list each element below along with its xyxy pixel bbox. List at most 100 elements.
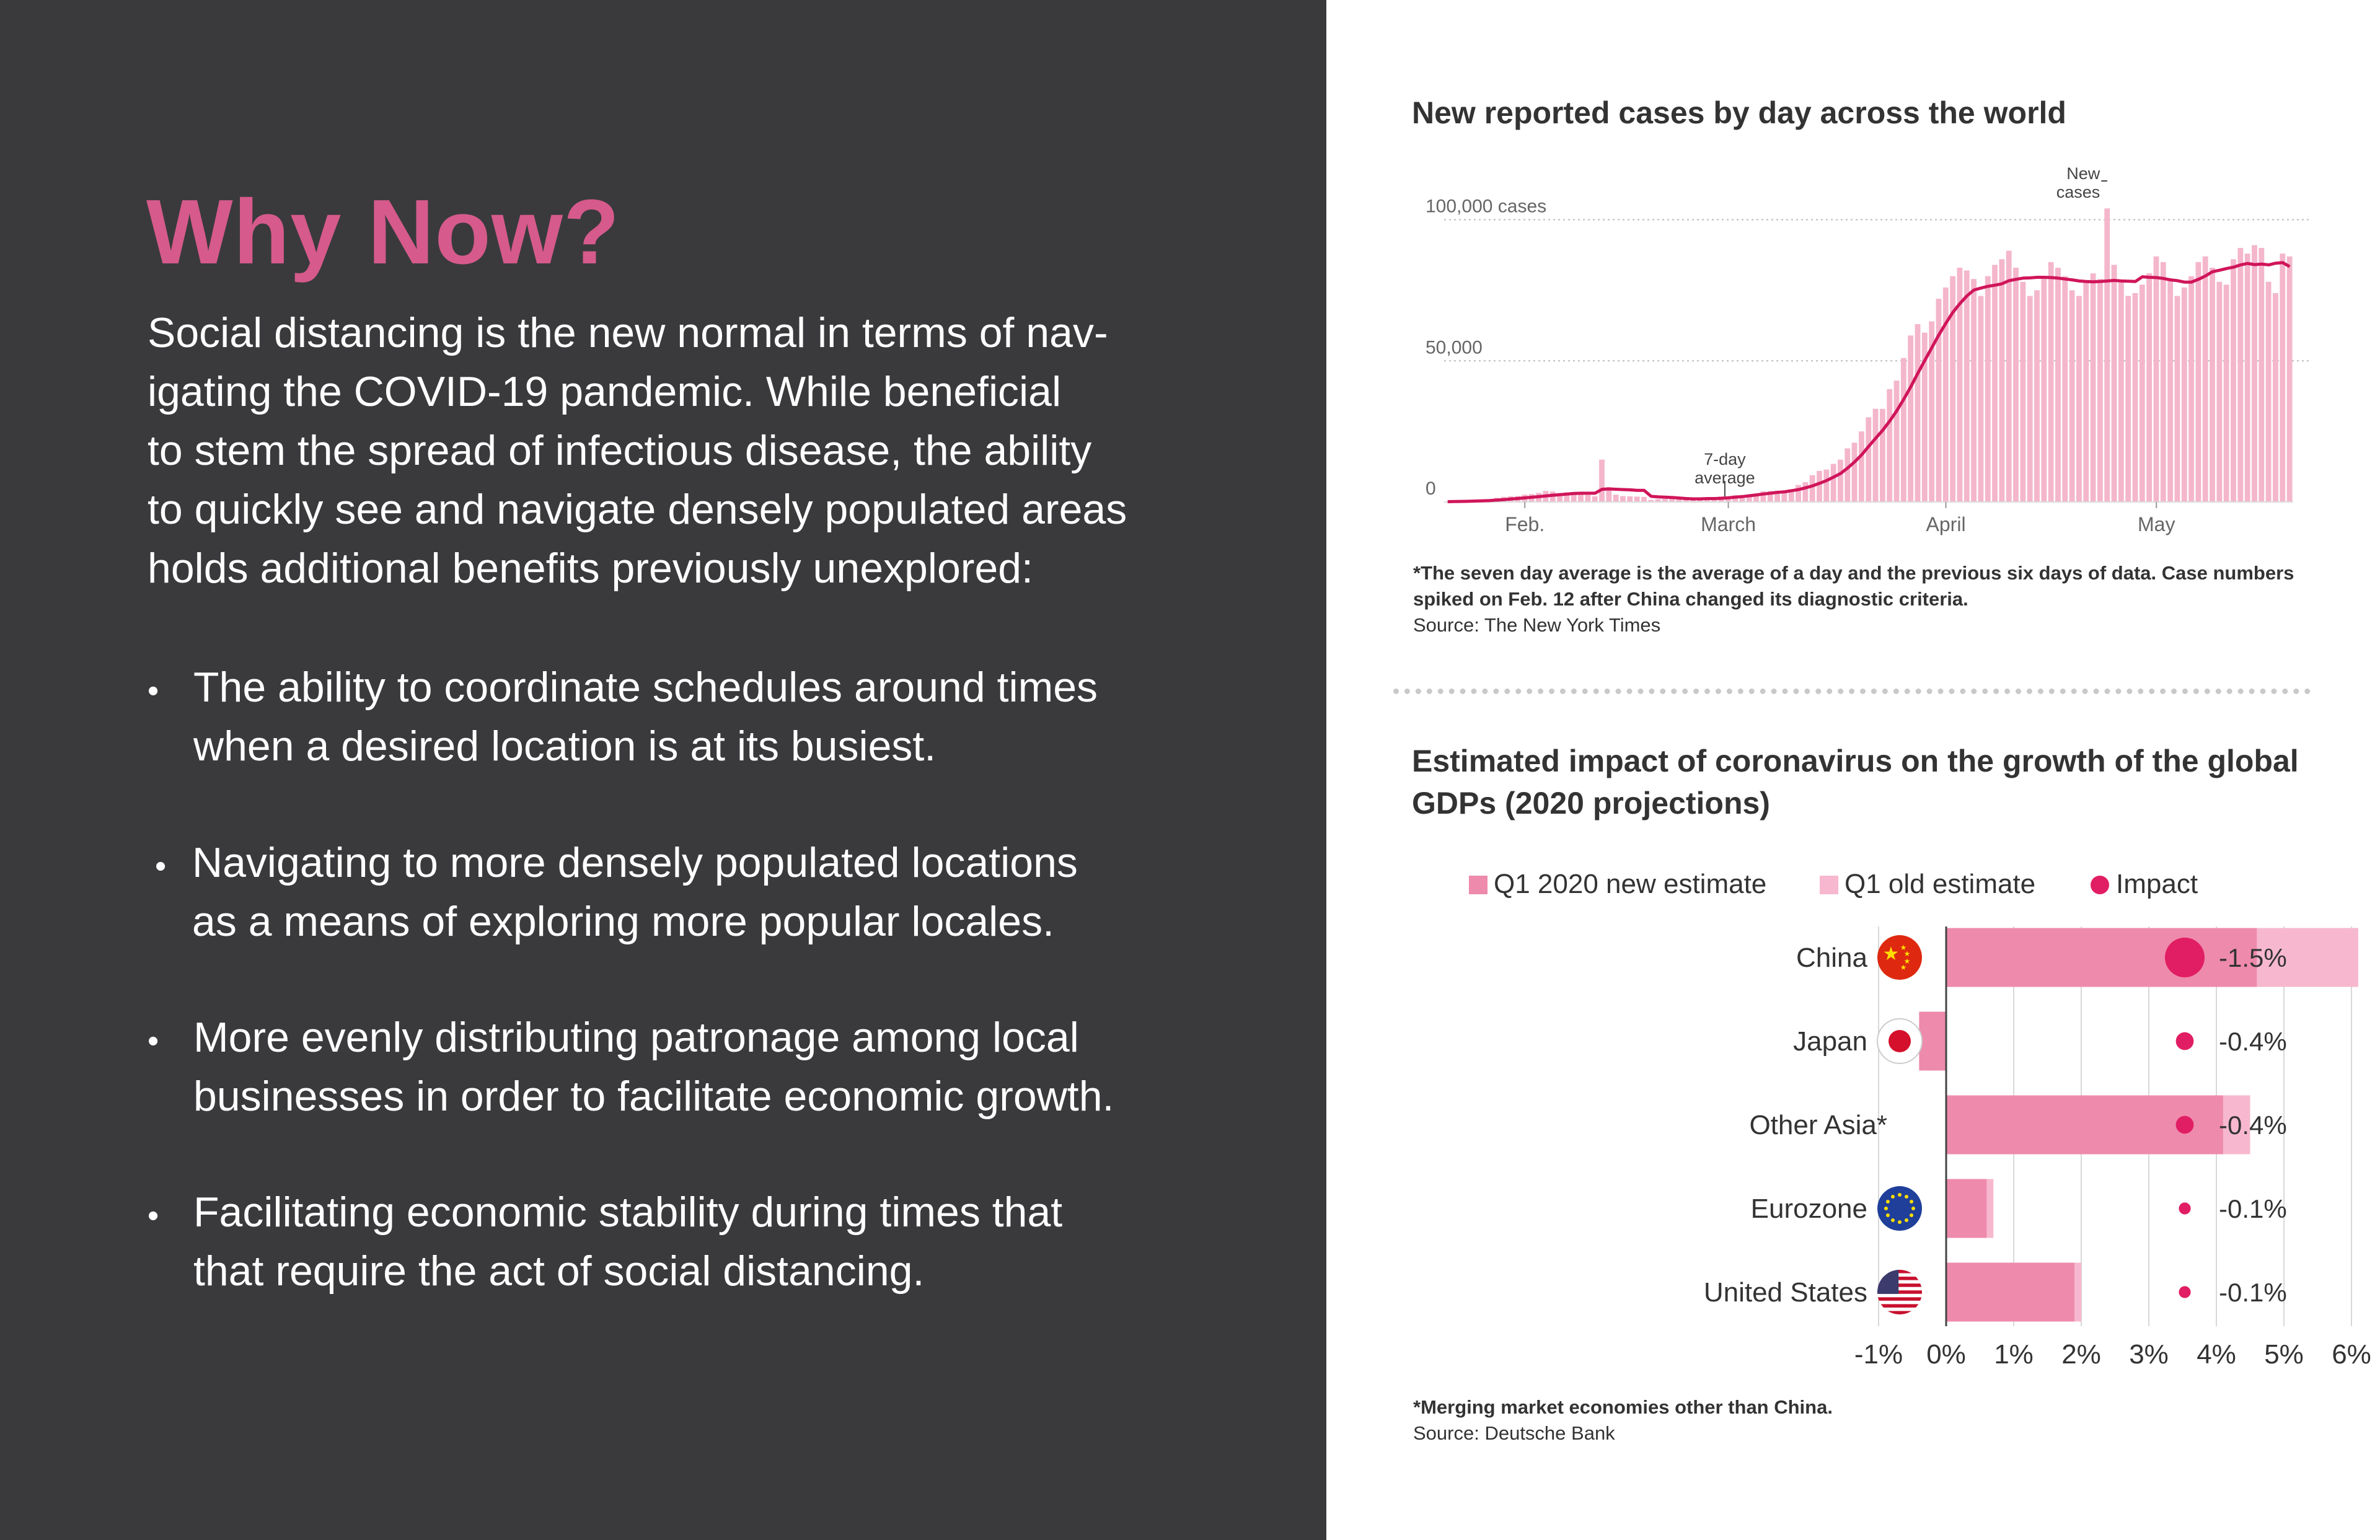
cases-chart-title: New reported cases by day across the wor… — [1412, 95, 2066, 130]
intro-line: to stem the spread of infectious disease… — [148, 427, 1092, 474]
category-label: Other Asia* — [1749, 1110, 1887, 1140]
flag-star: ★ — [1904, 957, 1911, 966]
daily-cases-bar — [2188, 276, 2194, 502]
flag-stripe — [1877, 1304, 1922, 1308]
daily-cases-bar — [1676, 499, 1682, 502]
flag-star: ★ — [1900, 963, 1907, 972]
bullet-line: Navigating to more densely populated loc… — [192, 839, 1078, 886]
bullet-line: as a means of exploring more popular loc… — [192, 898, 1054, 945]
y-tick-label: 50,000 — [1426, 337, 1483, 358]
cases-note-line: spiked on Feb. 12 after China changed it… — [1413, 588, 1968, 610]
daily-cases-bar — [2062, 276, 2068, 502]
daily-cases-bar — [1634, 496, 1640, 502]
impact-dot — [2175, 1115, 2194, 1134]
x-tick-label: -1% — [1854, 1339, 1903, 1370]
x-tick-label: March — [1701, 513, 1756, 535]
daily-cases-bar — [1662, 498, 1668, 502]
daily-cases-bar — [2069, 290, 2075, 502]
daily-cases-bar — [2265, 281, 2272, 502]
annotation-label: New — [2066, 164, 2100, 183]
impact-label: -0.1% — [2219, 1278, 2287, 1307]
annotation-label: 7-day — [1704, 450, 1746, 469]
new-estimate-bar — [1946, 1262, 2075, 1322]
daily-cases-bar — [1739, 496, 1745, 502]
daily-cases-bar — [1978, 296, 1984, 502]
daily-cases-bar — [2244, 253, 2250, 502]
legend-label: Impact — [2116, 869, 2198, 899]
daily-cases-bar — [1957, 267, 1963, 502]
flag-star — [1891, 1194, 1895, 1199]
section-divider — [1393, 689, 2311, 694]
category-label: China — [1796, 943, 1867, 973]
daily-cases-bar — [2132, 293, 2138, 502]
bullet-line: that require the act of social distancin… — [193, 1247, 925, 1295]
flag-star — [1910, 1200, 1914, 1203]
daily-cases-bar — [1971, 279, 1977, 502]
daily-cases-bar — [2104, 208, 2110, 502]
category-label: Japan — [1793, 1026, 1867, 1057]
flag-star — [1905, 1218, 1908, 1223]
daily-cases-bar — [2027, 296, 2033, 502]
daily-cases-bar — [1887, 389, 1893, 502]
x-tick-label: 0% — [1926, 1339, 1966, 1370]
daily-cases-bar — [1571, 494, 1577, 502]
daily-cases-bar — [1866, 417, 1872, 502]
daily-cases-bar — [1774, 490, 1780, 502]
gdp-source: Source: Deutsche Bank — [1413, 1422, 1615, 1444]
flag-stripe — [1877, 1280, 1922, 1284]
daily-cases-bar — [1915, 324, 1921, 502]
us-flag-icon — [1877, 1270, 1922, 1314]
gdp-chart-note: *Merging market economies other than Chi… — [1413, 1394, 1833, 1446]
daily-cases-bar — [2174, 296, 2180, 502]
gdp-note-line: *Merging market economies other than Chi… — [1413, 1396, 1833, 1418]
daily-cases-bar — [1620, 496, 1626, 502]
x-tick-label: 6% — [2332, 1339, 2371, 1370]
bullet-line: The ability to coordinate schedules arou… — [193, 664, 1098, 711]
x-tick-label: 5% — [2264, 1339, 2304, 1370]
page-title: Why Now? — [146, 181, 620, 283]
legend-label: Q1 old estimate — [1844, 869, 2035, 899]
daily-cases-bar — [1879, 408, 1885, 502]
daily-cases-bar — [1796, 485, 1801, 502]
daily-cases-bar — [2139, 284, 2145, 502]
bullet-dot: • — [155, 848, 167, 884]
daily-cases-bar — [1753, 495, 1760, 502]
flag-stripe — [1877, 1290, 1922, 1295]
daily-cases-bar — [2181, 287, 2187, 502]
flag-star — [1911, 1207, 1915, 1210]
bullet-dot: • — [148, 1198, 159, 1234]
daily-cases-bar — [1900, 358, 1906, 502]
x-tick-label: 4% — [2197, 1339, 2236, 1370]
daily-cases-bar — [1830, 464, 1836, 502]
flag-star — [1885, 1200, 1890, 1203]
daily-cases-bar — [1704, 498, 1710, 502]
flag-stripe — [1877, 1307, 1922, 1311]
bullet-line: businesses in order to facilitate econom… — [193, 1073, 1114, 1120]
old-estimate-bar — [1986, 1179, 1994, 1238]
flag-field — [1877, 935, 1922, 980]
old-estimate-bar — [2257, 928, 2358, 987]
flag-stripe — [1877, 1297, 1922, 1301]
daily-cases-bar — [1578, 493, 1584, 502]
flag-star — [1905, 1194, 1908, 1199]
daily-cases-bar — [2146, 273, 2153, 502]
daily-cases-bar — [1697, 499, 1703, 502]
cases-source: Source: The New York Times — [1413, 614, 1661, 636]
daily-cases-bar — [2273, 293, 2278, 502]
intro-paragraph: Social distancing is the new normal in t… — [148, 304, 1214, 598]
x-tick-label: 3% — [2129, 1339, 2169, 1370]
daily-cases-bar — [1809, 475, 1815, 502]
daily-cases-bar — [2280, 253, 2286, 502]
x-tick-label: 1% — [1994, 1339, 2034, 1370]
flag-star — [1898, 1193, 1902, 1197]
intro-line: Social distancing is the new normal in t… — [148, 309, 1108, 356]
bullet-line: Facilitating economic stability during t… — [193, 1189, 1063, 1236]
left-panel: Why Now? Social distancing is the new no… — [0, 0, 1326, 1540]
daily-cases-bar — [2216, 281, 2223, 502]
daily-cases-bar — [2020, 281, 2026, 502]
daily-cases-bar — [2210, 267, 2215, 502]
daily-cases-bar — [1817, 470, 1822, 502]
daily-cases-bar — [1781, 490, 1787, 502]
daily-cases-bar — [1599, 459, 1605, 502]
daily-cases-bar — [2118, 281, 2124, 502]
